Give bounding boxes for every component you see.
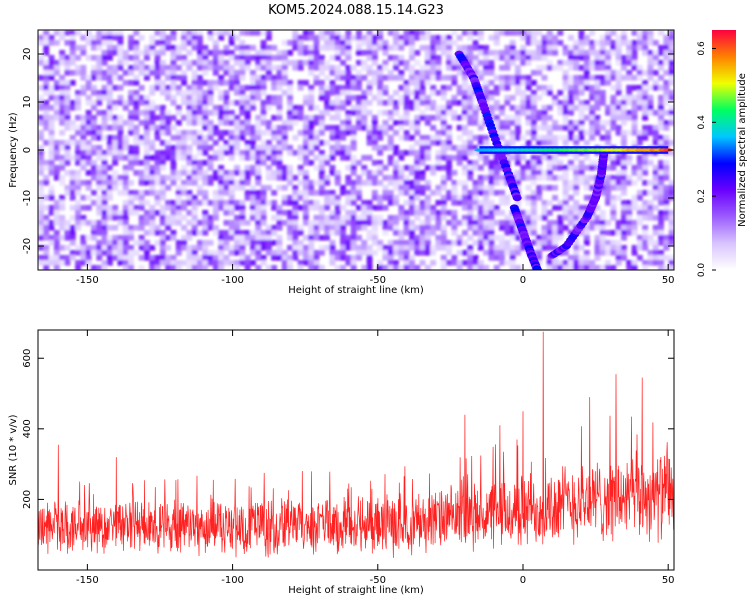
spectrogram-upper-branch <box>454 50 522 202</box>
spectrogram-lower-branch-rising <box>547 146 609 259</box>
y-tick-label: 600 <box>22 349 33 368</box>
y-tick-label: -10 <box>22 190 33 206</box>
colorbar-bar <box>712 30 736 270</box>
x-tick-label: -50 <box>370 575 386 586</box>
x-tick-label: -150 <box>76 275 99 286</box>
spectrogram-features <box>454 50 674 270</box>
x-tick-label: -100 <box>221 275 244 286</box>
spectrogram-heatmap <box>38 30 674 270</box>
y-tick-label: 0 <box>22 147 33 153</box>
y-tick-label: -20 <box>22 238 33 254</box>
snr-panel: -150 -100 -50 0 50 200 400 600 Height of strai… <box>8 329 675 596</box>
x-tick-label: 50 <box>662 275 675 286</box>
colorbar-ticks: 0.0 0.2 0.4 0.6 <box>697 41 716 277</box>
spectrogram-y-axis: -20 -10 0 10 20 <box>22 48 674 254</box>
colorbar-tick-label: 0.2 <box>697 189 707 203</box>
colorbar: 0.0 0.2 0.4 0.6 Normalized spectral amplitu… <box>697 30 748 277</box>
x-tick-label: 0 <box>520 575 526 586</box>
snr-y-axis: 200 400 600 <box>22 349 674 509</box>
colorbar-label: Normalized spectral amplitude <box>737 73 748 227</box>
x-tick-label: -150 <box>76 575 99 586</box>
x-tick-label: 0 <box>520 275 526 286</box>
snr-x-label: Height of straight line (km) <box>288 585 424 596</box>
spectrogram-y-label: Frequency (Hz) <box>8 112 19 188</box>
chart-title: KOM5.2024.088.15.14.G23 <box>268 3 444 18</box>
y-tick-label: 20 <box>22 48 33 61</box>
snr-frame <box>37 329 675 571</box>
spectrogram-constant-line <box>474 146 674 154</box>
x-tick-label: 50 <box>662 575 675 586</box>
colorbar-tick-label: 0.6 <box>697 41 707 56</box>
spectrogram-lower-branch-falling <box>509 204 542 270</box>
y-tick-label: 400 <box>22 419 33 438</box>
x-tick-label: -100 <box>221 575 244 586</box>
spectrogram-x-label: Height of straight line (km) <box>288 285 424 296</box>
snr-y-label: SNR (10 * v/v) <box>8 414 19 485</box>
snr-series-line <box>38 331 674 558</box>
y-tick-label: 10 <box>22 96 33 109</box>
colorbar-tick-label: 0.4 <box>697 115 707 130</box>
spectrogram-x-axis: -150 -100 -50 0 50 <box>76 30 675 286</box>
snr-x-axis: -150 -100 -50 0 50 <box>76 330 675 586</box>
x-tick-label: -50 <box>370 275 386 286</box>
colorbar-tick-label: 0.0 <box>697 263 707 278</box>
y-tick-label: 200 <box>22 490 33 509</box>
